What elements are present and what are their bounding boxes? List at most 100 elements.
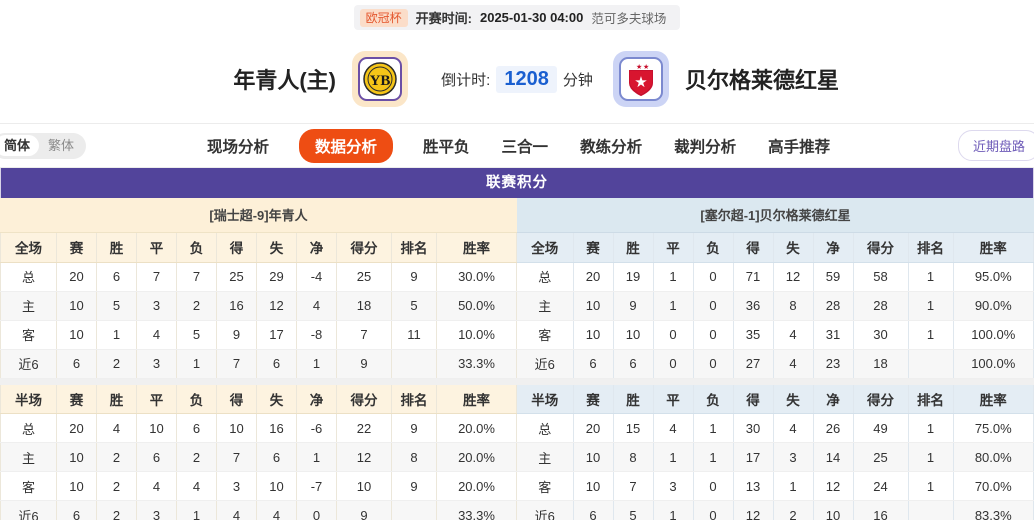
league-badge[interactable]: 欧冠杯 [359,8,408,27]
lang-option-simplified[interactable]: 简体 [0,134,40,157]
table-cell: 26 [813,413,854,443]
table-cell: 6 [573,500,614,520]
column-header: 平 [136,233,177,263]
table-cell [908,349,954,379]
table-cell: 17 [256,320,297,350]
row-label: 近6 [0,500,57,520]
table-cell: 7 [216,349,257,379]
table-cell: 2 [176,442,217,472]
table-cell: 8 [391,442,437,472]
table-cell: 1 [296,442,337,472]
home-standings-caption: [瑞士超-9]年青人 [0,198,517,233]
table-cell: 33.3% [436,349,517,379]
table-row: 客 10 2 4 4 3 10 -7 10 9 20.0% [0,471,517,501]
table-cell: 9 [613,291,654,321]
column-header: 全场 [517,233,574,263]
row-label: 客 [517,471,574,501]
away-team-logo-frame: ★ ★ ★ [613,51,669,107]
table-cell: 10 [813,500,854,520]
row-label: 客 [0,471,57,501]
lang-option-traditional[interactable]: 繁体 [48,137,75,153]
table-cell: 3 [216,471,257,501]
table-cell: 25 [216,262,257,292]
table-row: 总 20 15 4 1 30 4 26 49 1 75.0% [517,413,1034,443]
table-row: 客 10 7 3 0 13 1 12 24 1 70.0% [517,471,1034,501]
row-label: 近6 [517,500,574,520]
column-header: 净 [813,384,854,414]
young-boys-logo: YB [358,57,402,101]
away-team[interactable]: ★ ★ ★ 贝尔格莱德红星 [418,51,839,107]
table-row: 主 10 2 6 2 7 6 1 12 8 20.0% [0,442,517,472]
kickoff-time: 2025-01-30 04:00 [479,10,584,25]
table-cell: 10 [56,471,97,501]
column-header: 胜率 [953,384,1034,414]
tab-win-draw-lose[interactable]: 胜平负 [423,138,470,156]
table-cell: 9 [336,349,392,379]
home-team[interactable]: 年青人(主) YB [18,51,418,107]
tab-three-in-one[interactable]: 三合一 [501,138,549,156]
column-header: 赛 [56,233,97,263]
column-header: 得 [733,384,774,414]
table-cell: 10 [613,320,654,350]
table-cell: 15 [613,413,654,443]
table-cell: 1 [653,262,694,292]
table-cell: 7 [216,442,257,472]
table-cell: 59 [813,262,854,292]
table-cell: 1 [96,320,137,350]
table-cell: 1 [653,500,694,520]
table-cell: 4 [296,291,337,321]
table-cell [391,500,437,520]
table-cell: 36 [733,291,774,321]
away-team-name: 贝尔格莱德红星 [685,68,840,93]
column-header: 全场 [0,233,57,263]
table-cell [908,500,954,520]
table-cell: 0 [693,320,734,350]
table-cell: 14 [813,442,854,472]
row-label: 总 [517,413,574,443]
table-cell: 80.0% [953,442,1034,472]
column-header: 半场 [517,384,574,414]
away-standings: [塞尔超-1]贝尔格莱德红星 全场赛胜平负得失净得分 排名 胜率总 20 19 1 0 71 1… [517,198,1034,520]
table-cell: 7 [613,471,654,501]
table-cell: 2 [96,349,137,379]
table-cell: 2 [96,500,137,520]
table-row: 近6 6 6 0 0 27 4 23 18 100.0% [517,349,1034,379]
column-header: 负 [176,233,217,263]
column-header: 得 [216,233,257,263]
tab-referee-analysis[interactable]: 裁判分析 [674,138,737,156]
table-cell: 2 [96,442,137,472]
table-cell: 20.0% [436,413,517,443]
home-team-name: 年青人(主) [233,68,336,93]
table-cell: 90.0% [953,291,1034,321]
tab-data-analysis[interactable]: 数据分析 [299,128,394,163]
table-cell: 22 [336,413,392,443]
column-header: 失 [256,384,297,414]
table-cell: 4 [136,471,177,501]
table-cell: 12 [256,291,297,321]
table-cell: 29 [256,262,297,292]
table-cell: 5 [391,291,437,321]
tab-expert-picks[interactable]: 高手推荐 [768,138,831,156]
away-fulltime-table: 全场赛胜平负得失净得分 排名 胜率总 20 19 1 0 71 12 59 58 1 95.0% 主 10 9… [517,233,1034,379]
svg-text:★: ★ [643,63,649,71]
column-header: 净 [296,233,337,263]
recent-odds-button[interactable]: 近期盘路 [957,130,1034,161]
language-toggle[interactable]: 简体 繁体 [0,132,87,159]
table-cell: 95.0% [953,262,1034,292]
table-cell: 2 [176,291,217,321]
tab-live-analysis[interactable]: 现场分析 [207,138,270,156]
table-cell: 13 [733,471,774,501]
table-cell: 1 [908,320,954,350]
column-header: 净 [813,233,854,263]
column-header: 排名 [908,233,954,263]
row-label: 主 [517,291,574,321]
table-cell: 0 [693,262,734,292]
table-row: 主 10 5 3 2 16 12 4 18 5 50.0% [0,291,517,321]
table-row: 近6 6 2 3 1 4 4 0 9 33.3% [0,500,517,520]
table-cell: 31 [813,320,854,350]
column-header: 失 [773,233,814,263]
column-header: 净 [296,384,337,414]
tab-coach-analysis[interactable]: 教练分析 [580,138,643,156]
table-cell: 10 [56,442,97,472]
table-cell: 1 [908,471,954,501]
